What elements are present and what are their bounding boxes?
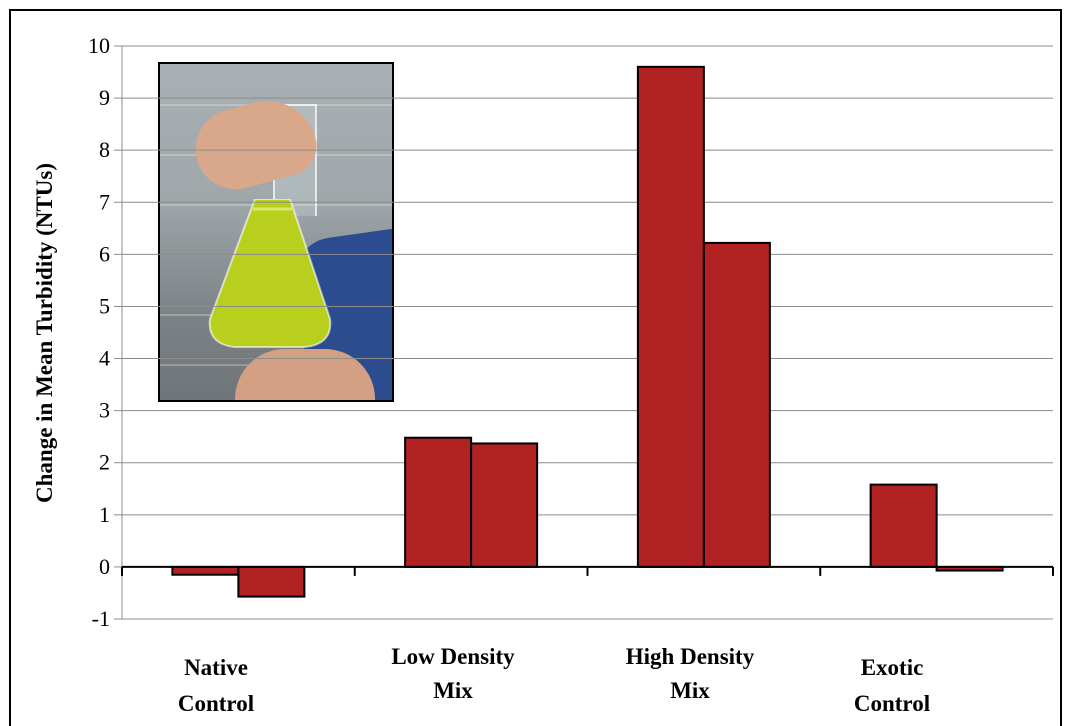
category-label: Native bbox=[184, 655, 248, 680]
category-label: Control bbox=[178, 691, 254, 716]
y-tick-label: 5 bbox=[99, 293, 110, 318]
bar bbox=[237, 565, 306, 598]
category-label: Mix bbox=[433, 678, 473, 703]
bar bbox=[636, 65, 705, 568]
bar bbox=[702, 241, 771, 568]
bar bbox=[470, 442, 539, 568]
y-tick-label: 4 bbox=[99, 346, 110, 371]
y-axis-ticks: -1 0 1 2 3 4 5 6 7 8 9 10 bbox=[88, 33, 123, 631]
y-tick-label: 6 bbox=[99, 241, 110, 266]
bar bbox=[171, 565, 240, 576]
y-tick-label: 0 bbox=[99, 554, 110, 579]
y-tick-label: 3 bbox=[99, 398, 110, 423]
y-tick-label: 9 bbox=[99, 85, 110, 110]
category-label: Exotic bbox=[861, 655, 924, 680]
category-labels: Native Control Low Density Mix High Density M… bbox=[178, 644, 930, 716]
bar bbox=[404, 436, 473, 568]
y-axis-label: Change in Mean Turbidity (NTUs) bbox=[32, 163, 57, 503]
category-label: High Density bbox=[626, 644, 755, 669]
y-tick-label: 8 bbox=[99, 137, 110, 162]
y-tick-label: 10 bbox=[88, 33, 110, 58]
bar bbox=[869, 483, 938, 568]
category-label: Mix bbox=[670, 678, 710, 703]
y-tick-label: 7 bbox=[99, 189, 110, 214]
x-axis bbox=[121, 565, 1054, 576]
flask-photo bbox=[158, 62, 394, 402]
y-tick-label: 1 bbox=[99, 502, 110, 527]
gridlines bbox=[122, 45, 1053, 620]
y-tick-label: -1 bbox=[92, 606, 110, 631]
category-label: Control bbox=[854, 691, 930, 716]
bars bbox=[171, 65, 1004, 598]
category-label: Low Density bbox=[391, 644, 515, 669]
y-tick-label: 2 bbox=[99, 450, 110, 475]
